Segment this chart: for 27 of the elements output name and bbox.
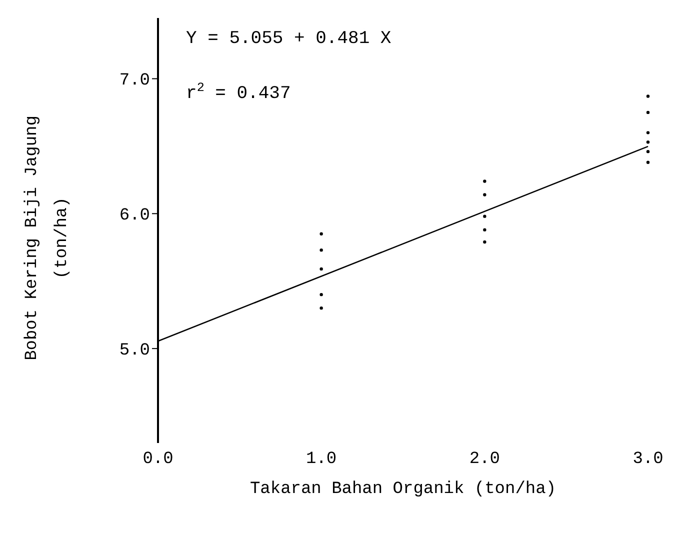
point [320,306,323,310]
x-tick-label: 3.0 [632,450,664,470]
point [483,228,486,232]
point [483,180,486,183]
point [483,193,486,196]
point [320,267,323,271]
x-tick-label: 0.0 [142,450,174,470]
x-tick-label: 2.0 [469,450,500,470]
point [646,160,650,164]
y-axis-title: Bobot Kering Biji Jagung (ton/ha) [23,116,72,360]
annotation: Y = 5.055 + 0.481 X [186,29,392,49]
x-axis-title: Takaran Bahan Organik (ton/ha) [250,480,556,499]
y-tick-label: 5.0 [119,342,150,361]
y-tick-label: 6.0 [119,206,150,226]
point [646,131,650,134]
point [320,232,323,236]
point [320,292,323,296]
point [646,110,650,114]
annotation: r$^{2}$ = 0.437 [186,81,291,104]
point [646,140,650,144]
x-tick-label: 1.0 [306,450,337,470]
point [483,214,486,218]
point [483,240,486,244]
point [646,94,650,98]
point [646,150,650,154]
point [320,248,323,252]
y-tick-label: 7.0 [119,72,150,91]
